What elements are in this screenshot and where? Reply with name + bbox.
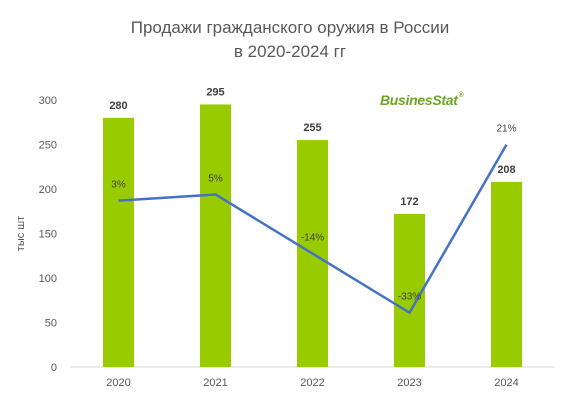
bar — [491, 181, 522, 367]
bar — [103, 117, 134, 367]
y-tick-label: 50 — [45, 318, 57, 330]
chart-title-line-2: в 2020-2024 гг — [233, 42, 347, 61]
bar-value-label: 280 — [109, 100, 127, 112]
chart-title-line-1: Продажи гражданского оружия в России — [130, 18, 450, 37]
bar-value-label: 172 — [400, 196, 418, 208]
y-tick-label: 250 — [39, 140, 57, 152]
y-tick-label: 200 — [39, 184, 57, 196]
x-tick-label: 2022 — [300, 377, 324, 389]
growth-label: 5% — [208, 173, 223, 184]
bar-value-label: 295 — [206, 86, 224, 98]
growth-line — [118, 144, 508, 314]
logo-registered-mark: ® — [458, 92, 464, 99]
bar — [200, 104, 231, 367]
growth-label: 3% — [111, 180, 126, 191]
bar — [394, 213, 425, 367]
logo-text: BusinesStat — [380, 92, 458, 108]
x-tick-label: 2020 — [106, 377, 130, 389]
growth-label: -14% — [301, 233, 324, 244]
bar-value-label: 208 — [497, 164, 515, 176]
x-tick-label: 2024 — [494, 377, 518, 389]
bar-value-label: 255 — [303, 122, 321, 134]
growth-label: 21% — [496, 124, 516, 135]
x-tick-label: 2021 — [203, 377, 227, 389]
y-tick-label: 100 — [39, 273, 57, 285]
businesstat-logo: BusinesStat® — [380, 92, 464, 108]
y-axis-title: тыс шт — [15, 216, 27, 251]
y-tick-label: 0 — [51, 362, 57, 374]
growth-label: -33% — [398, 292, 421, 303]
x-tick-label: 2023 — [397, 377, 421, 389]
y-tick-label: 150 — [39, 229, 57, 241]
y-tick-label: 300 — [39, 95, 57, 107]
